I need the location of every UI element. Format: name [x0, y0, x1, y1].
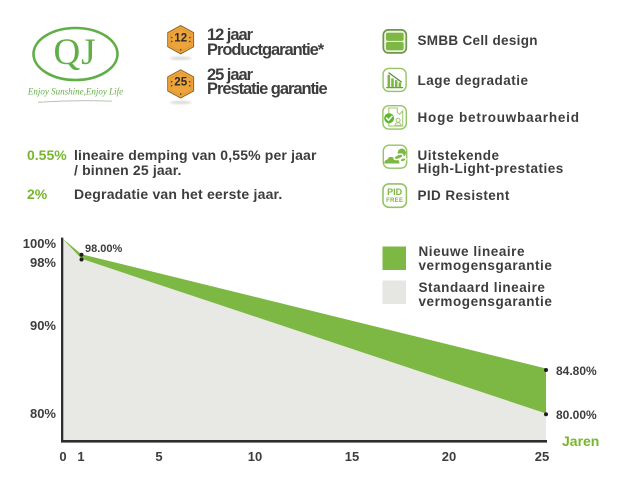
svg-text:PID: PID — [387, 187, 403, 197]
svg-text:25: 25 — [174, 77, 187, 89]
svg-text:FREE: FREE — [386, 198, 403, 204]
svg-text:12: 12 — [174, 32, 187, 44]
svg-text:QJ: QJ — [53, 32, 96, 73]
svg-text:Enjoy Sunshine,Enjoy Life: Enjoy Sunshine,Enjoy Life — [27, 86, 123, 96]
